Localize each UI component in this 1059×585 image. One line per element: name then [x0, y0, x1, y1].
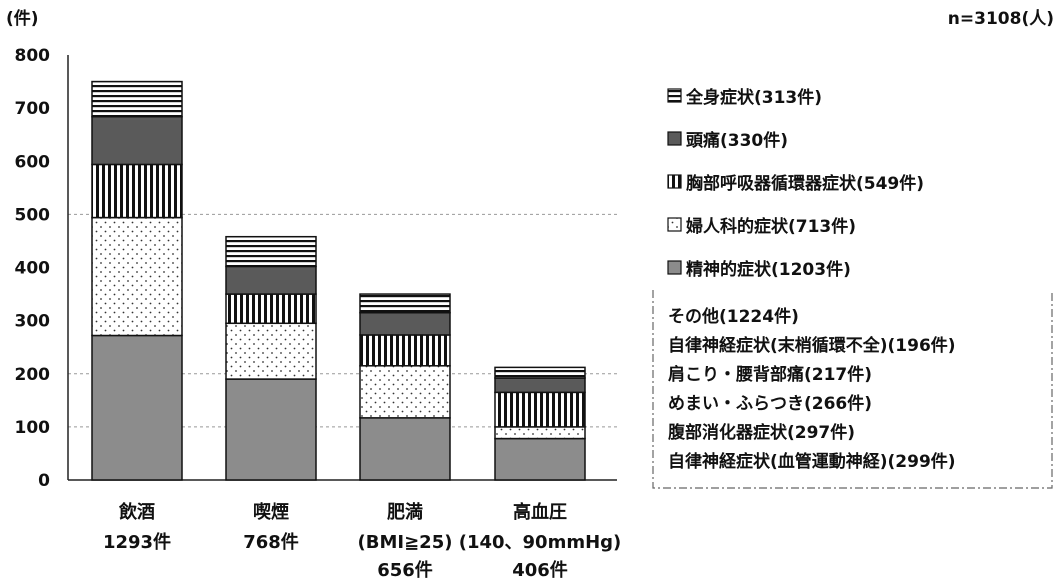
bar-segment — [91, 115, 183, 166]
y-tick-label: 800 — [15, 46, 51, 66]
bar-segment — [359, 417, 451, 481]
category-sublabel: 1293件 — [103, 531, 171, 553]
bar-segment — [91, 80, 183, 118]
bar-segment — [494, 377, 586, 394]
bar-segment — [359, 334, 451, 367]
bar-segment — [494, 437, 586, 481]
other-box-border — [652, 290, 1053, 489]
legend-swatch — [667, 217, 682, 232]
category-label: 肥満 — [386, 501, 423, 523]
category-sublabel: (140、90mmHg) — [459, 532, 622, 553]
y-tick-label: 400 — [15, 259, 51, 279]
bar-segment — [359, 365, 451, 419]
bar-segment — [91, 163, 183, 219]
bar-segment — [359, 311, 451, 336]
legend-label: 婦人科的症状(713件) — [685, 216, 856, 237]
bar-segment — [225, 378, 317, 481]
y-tick-label: 0 — [38, 471, 50, 491]
category-label: 喫煙 — [253, 501, 289, 523]
sample-size-note: n=3108(人) — [948, 9, 1054, 29]
other-box-line: 腹部消化器症状(297件) — [668, 422, 855, 443]
y-tick-label: 500 — [15, 205, 51, 225]
legend-label: 全身症状(313件) — [685, 87, 822, 108]
bar-segment — [494, 391, 586, 428]
other-box-line: 自律神経症状(血管運動神経)(299件) — [668, 451, 956, 472]
y-tick-label: 200 — [15, 365, 51, 385]
bar-segment — [494, 426, 586, 440]
y-axis-label: (件) — [6, 8, 39, 29]
y-tick-label: 600 — [15, 152, 51, 172]
y-tick-label: 100 — [15, 418, 51, 438]
legend-label: 頭痛(330件) — [686, 130, 788, 151]
category-count-label: 406件 — [512, 559, 568, 581]
bar-segment — [225, 322, 317, 380]
category-label: 高血圧 — [513, 501, 567, 523]
other-box-line: 自律神経症状(末梢循環不全)(196件) — [668, 335, 956, 356]
y-tick-label: 300 — [15, 312, 51, 332]
legend-swatch — [667, 88, 682, 103]
category-count-label: 656件 — [377, 559, 433, 581]
legend-swatch — [667, 174, 682, 189]
bar-segment — [225, 293, 317, 325]
legend-swatch — [667, 131, 682, 146]
category-sublabel: (BMI≧25) — [358, 532, 453, 553]
other-box-line: その他(1224件) — [668, 306, 799, 327]
bar-segment — [494, 366, 586, 379]
legend-label: 精神的症状(1203件) — [686, 259, 851, 280]
bar-segment — [225, 265, 317, 295]
bar-segment — [225, 235, 317, 268]
y-tick-label: 700 — [15, 99, 51, 119]
category-label: 飲酒 — [118, 501, 155, 523]
legend-label: 胸部呼吸器循環器症状(549件) — [686, 173, 924, 194]
bar-segment — [359, 293, 451, 314]
other-box-line: めまい・ふらつき(266件) — [668, 393, 872, 414]
bar-segment — [91, 216, 183, 337]
legend-swatch — [667, 260, 682, 275]
bar-segment — [91, 334, 183, 481]
other-box-line: 肩こり・腰背部痛(217件) — [668, 364, 872, 385]
category-sublabel: 768件 — [243, 531, 299, 553]
